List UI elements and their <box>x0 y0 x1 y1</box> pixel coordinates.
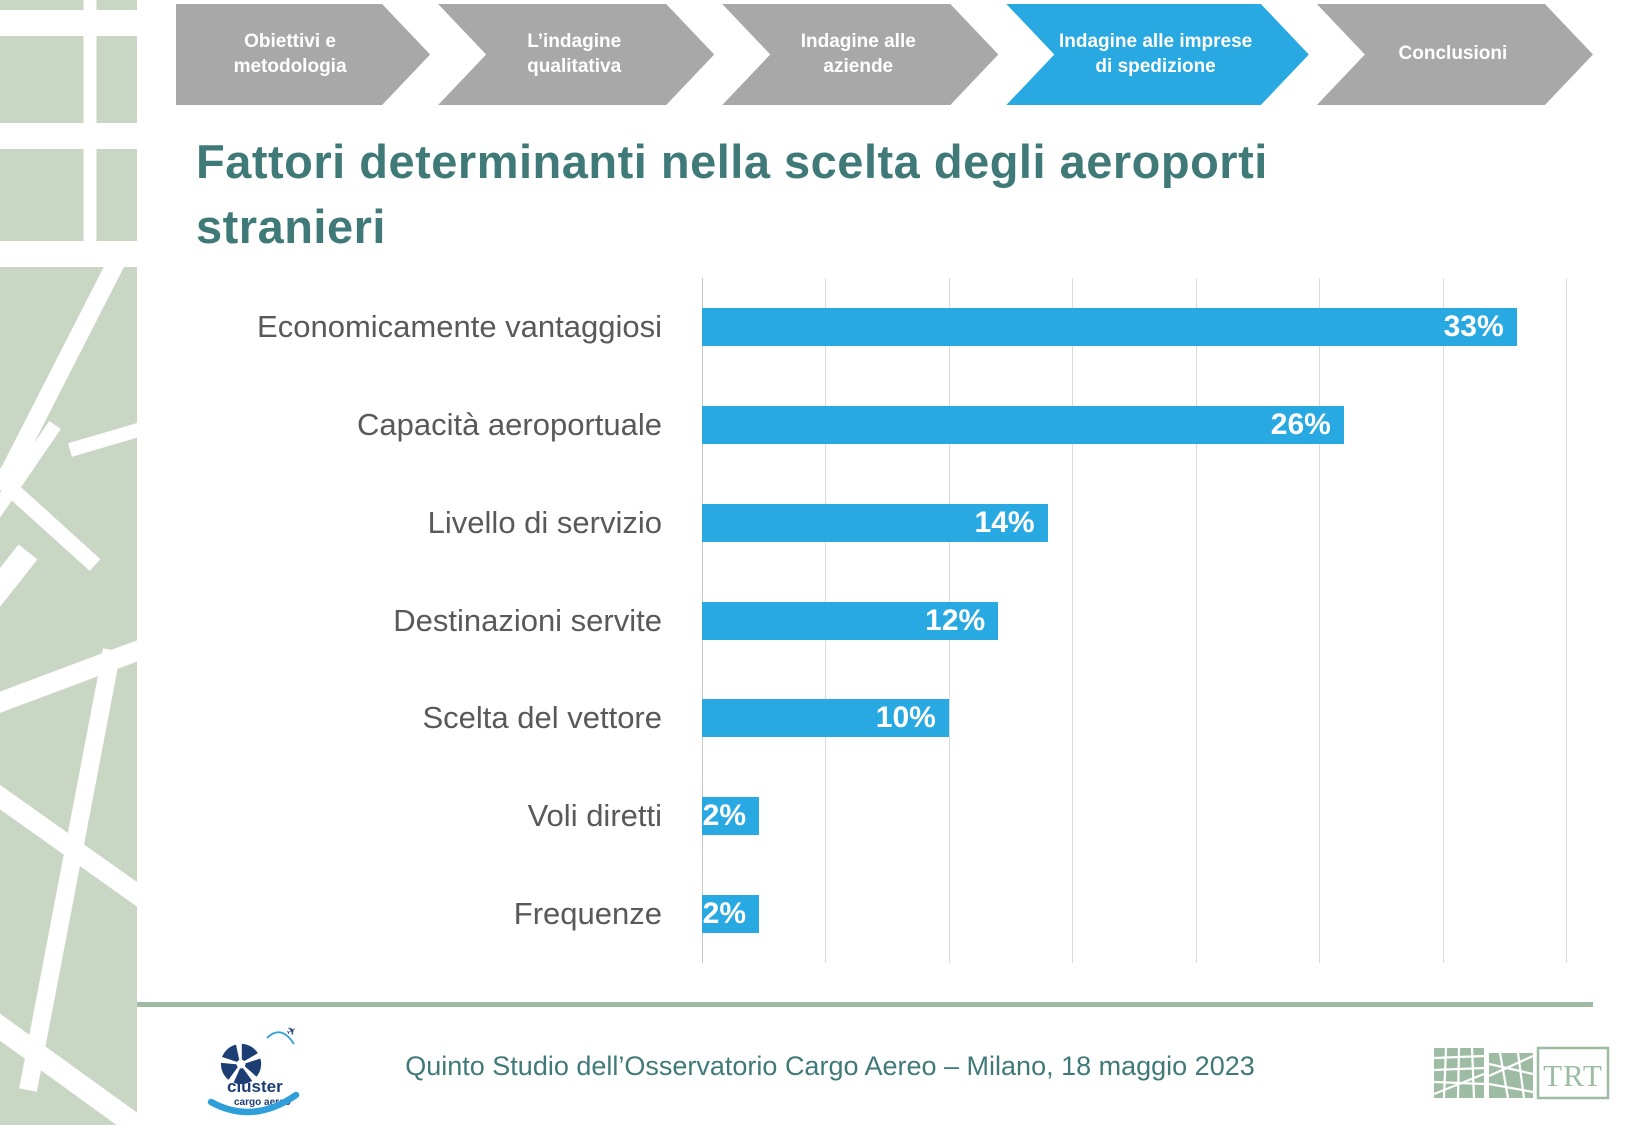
footer-caption: Quinto Studio dell’Osservatorio Cargo Ae… <box>405 1051 1255 1081</box>
nav-chevron-label: Obiettivi e metodologia <box>233 30 347 77</box>
category-label: Voli diretti <box>527 798 662 834</box>
bar-track: 12% <box>702 601 1566 640</box>
chart-rows: Economicamente vantaggiosi 33% Capacità … <box>160 278 1566 963</box>
airplane-icon: ✈ <box>284 1024 299 1040</box>
gridline <box>1195 278 1197 963</box>
logo-trail-arc <box>266 1031 295 1045</box>
value-label: 12% <box>925 603 986 637</box>
nav-chevron-label: Indagine alle imprese di spedizione <box>1058 30 1253 77</box>
chart-row: Scelta del vettore 10% <box>160 669 1566 767</box>
cluster-cargo-aereo-logo: ✈ cluster cargo aereo <box>207 1024 300 1116</box>
chart-row: Voli diretti 2% <box>160 767 1566 865</box>
value-label: 14% <box>974 505 1035 539</box>
nav-chevron-item[interactable]: Conclusioni <box>1317 4 1593 105</box>
bar-track: 14% <box>702 503 1566 542</box>
nav-chevron-label: L’indagine qualitativa <box>527 30 622 77</box>
logo-swoosh <box>207 1091 300 1116</box>
nav-chevron-label: Indagine alle aziende <box>800 30 916 77</box>
gridline <box>1319 278 1321 963</box>
category-label: Frequenze <box>513 896 662 932</box>
bar-track: 10% <box>702 699 1566 738</box>
bar-chart: Economicamente vantaggiosi 33% Capacità … <box>160 278 1567 963</box>
category-label: Destinazioni servite <box>393 602 662 638</box>
value-label: 26% <box>1270 407 1331 441</box>
trt-logo: TRT <box>1434 1046 1610 1100</box>
gridline <box>1072 278 1074 963</box>
bar-track: 2% <box>702 895 1566 934</box>
chart-row: Capacità aeroportuale 26% <box>160 376 1566 474</box>
decorative-map-pattern <box>0 0 137 1125</box>
gridline <box>1566 278 1567 963</box>
category-label: Scelta del vettore <box>422 700 662 736</box>
value-label: 2% <box>702 799 746 833</box>
chart-row: Destinazioni servite 12% <box>160 572 1566 670</box>
chart-row: Economicamente vantaggiosi 33% <box>160 278 1566 376</box>
nav-chevron-item[interactable]: Obiettivi e metodologia <box>176 4 430 105</box>
value-label: 33% <box>1443 309 1504 343</box>
trt-map-tile-1 <box>1434 1047 1485 1099</box>
value-label: 2% <box>702 897 746 931</box>
aperture-icon <box>219 1042 263 1086</box>
bar: 10% <box>702 699 949 738</box>
page-title: Fattori determinanti nella scelta degli … <box>196 135 1268 253</box>
nav-chevron-item[interactable]: Indagine alle aziende <box>722 4 998 105</box>
bar: 2% <box>702 797 759 836</box>
trt-text-tile: TRT <box>1536 1046 1610 1100</box>
category-label: Capacità aeroportuale <box>356 406 662 442</box>
cluster-logo-subtitle: cargo aereo <box>234 1097 291 1108</box>
category-label: Economicamente vantaggiosi <box>257 308 662 344</box>
bar: 12% <box>702 601 999 640</box>
bar: 14% <box>702 503 1048 542</box>
nav-chevron-label: Conclusioni <box>1398 43 1508 65</box>
nav-chevrons: Obiettivi e metodologia L’indagine quali… <box>176 4 1593 105</box>
trt-logo-text: TRT <box>1543 1058 1603 1093</box>
trt-map-tile-2 <box>1488 1052 1534 1099</box>
footer-divider <box>137 1002 1593 1007</box>
bar: 2% <box>702 895 759 934</box>
bar-track: 2% <box>702 797 1566 836</box>
value-label: 10% <box>875 701 936 735</box>
chart-row: Livello di servizio 14% <box>160 474 1566 572</box>
category-label: Livello di servizio <box>427 504 662 540</box>
map-pattern-streets <box>0 0 137 1125</box>
nav-chevron-item[interactable]: Indagine alle imprese di spedizione <box>1006 4 1309 105</box>
cluster-logo-word: cluster <box>227 1077 283 1096</box>
nav-chevron-item[interactable]: L’indagine qualitativa <box>438 4 714 105</box>
gridline <box>1442 278 1444 963</box>
bar: 26% <box>702 405 1344 444</box>
chart-row: Frequenze 2% <box>160 865 1566 963</box>
bar-track: 26% <box>702 405 1566 444</box>
bar-track: 33% <box>702 307 1566 346</box>
bar: 33% <box>702 307 1517 346</box>
